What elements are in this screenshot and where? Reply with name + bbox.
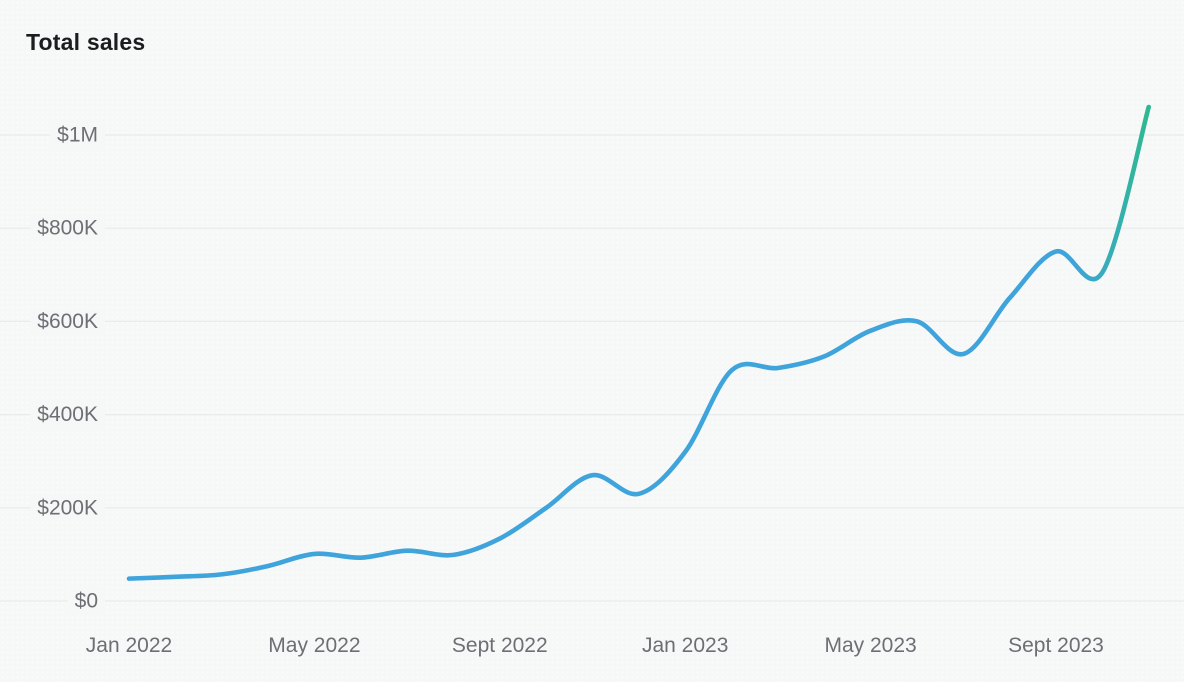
y-tick-label-bg (50, 121, 105, 149)
y-tick-label-bg (30, 307, 105, 335)
x-axis-labels: Jan 2022 May 2022 Sept 2022 Jan 2023 May 202… (86, 634, 1104, 657)
y-tick-label-bg (67, 587, 105, 615)
y-tick-label-bg (30, 401, 105, 429)
chart-title: Total sales (26, 29, 146, 55)
y-tick-label: $400K (37, 403, 98, 426)
y-tick-label: $800K (37, 217, 98, 240)
y-tick-label: $200K (37, 496, 98, 519)
x-tick-label: Sept 2023 (1008, 634, 1104, 657)
y-tick-label-bg (30, 494, 105, 522)
x-tick-label: May 2022 (268, 634, 360, 657)
y-tick-label: $600K (37, 310, 98, 333)
y-tick-label: $0 (75, 590, 98, 613)
x-tick-label: May 2023 (824, 634, 916, 657)
y-axis-labels: $0 $200K $400K $600K $800K $1M (30, 121, 105, 615)
x-tick-label: Jan 2022 (86, 634, 172, 657)
y-tick-label-bg (30, 214, 105, 242)
x-tick-label: Sept 2022 (452, 634, 548, 657)
x-tick-label: Jan 2023 (642, 634, 728, 657)
y-tick-label: $1M (57, 124, 98, 147)
gridlines (0, 134, 1184, 602)
sales-line[interactable] (126, 104, 1151, 581)
